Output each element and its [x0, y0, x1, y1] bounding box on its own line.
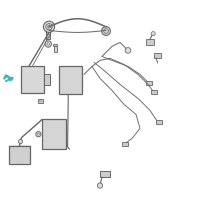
Circle shape	[125, 48, 131, 53]
Circle shape	[18, 140, 22, 144]
Bar	[151, 90, 157, 94]
Circle shape	[97, 183, 103, 188]
Bar	[54, 46, 57, 52]
Bar	[53, 44, 57, 46]
Circle shape	[43, 21, 55, 32]
Circle shape	[25, 159, 29, 163]
Bar	[146, 81, 152, 85]
Circle shape	[78, 69, 80, 71]
Bar	[59, 66, 82, 94]
Circle shape	[77, 67, 81, 72]
Bar	[21, 66, 44, 93]
Bar	[146, 39, 154, 45]
Bar	[122, 142, 128, 146]
Circle shape	[104, 29, 108, 33]
Bar	[9, 146, 30, 164]
Circle shape	[45, 41, 51, 47]
Bar	[45, 26, 51, 29]
Circle shape	[10, 147, 14, 151]
Bar	[44, 74, 50, 85]
Circle shape	[48, 26, 50, 28]
Bar	[46, 29, 50, 39]
Circle shape	[36, 132, 41, 137]
Bar	[154, 53, 161, 58]
Circle shape	[24, 69, 26, 71]
Circle shape	[37, 133, 39, 135]
Circle shape	[151, 32, 155, 36]
Circle shape	[47, 43, 49, 45]
Bar	[156, 120, 162, 124]
Circle shape	[22, 68, 27, 72]
Bar	[42, 119, 66, 149]
Circle shape	[46, 24, 52, 30]
Circle shape	[102, 27, 110, 35]
Bar	[100, 171, 110, 177]
Bar	[38, 99, 43, 103]
